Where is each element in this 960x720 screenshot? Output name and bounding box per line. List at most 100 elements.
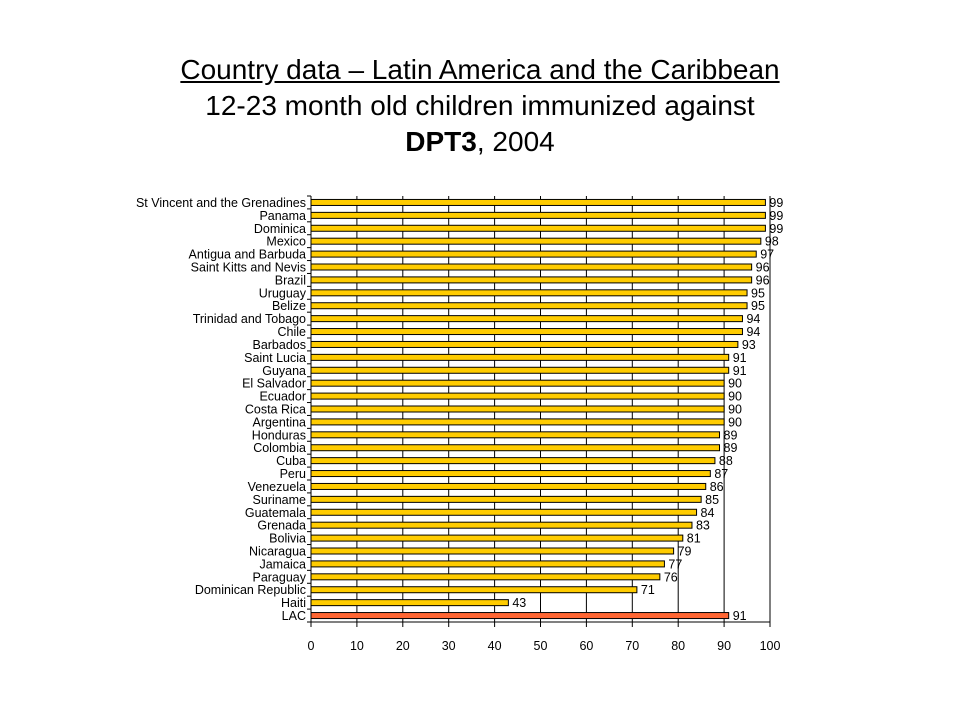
- title-line-2: 12-23 month old children immunized again…: [205, 90, 755, 121]
- category-label: Peru: [280, 467, 306, 481]
- category-label: Jamaica: [259, 557, 306, 571]
- x-tick-label: 0: [308, 639, 315, 653]
- category-label: El Salvador: [242, 377, 306, 391]
- bar: [310, 495, 702, 503]
- value-label: 95: [751, 286, 765, 300]
- value-label: 84: [701, 506, 715, 520]
- bar: [310, 315, 743, 323]
- value-label: 94: [746, 325, 760, 339]
- category-label: Cuba: [276, 454, 306, 468]
- bar: [310, 573, 661, 581]
- category-label: Grenada: [257, 519, 306, 533]
- value-label: 71: [641, 583, 655, 597]
- value-label: 76: [664, 570, 678, 584]
- bar: [310, 444, 721, 452]
- value-label: 91: [733, 609, 747, 623]
- title-year: , 2004: [476, 126, 555, 157]
- value-label: 90: [728, 415, 742, 429]
- value-label: 93: [742, 338, 756, 352]
- category-label: Venezuela: [248, 480, 306, 494]
- bar: [310, 198, 766, 206]
- title-line-1: Country data – Latin America and the Car…: [180, 54, 780, 85]
- value-label: 87: [714, 467, 728, 481]
- category-label: Dominican Republic: [195, 583, 306, 597]
- x-tick-label: 40: [488, 639, 502, 653]
- bar: [310, 289, 748, 297]
- category-label: Suriname: [253, 493, 307, 507]
- value-label: 99: [769, 196, 783, 210]
- x-tick-label: 70: [625, 639, 639, 653]
- category-label: Colombia: [253, 441, 306, 455]
- x-tick-label: 80: [671, 639, 685, 653]
- value-label: 95: [751, 299, 765, 313]
- category-label: Mexico: [266, 235, 306, 249]
- x-ticks: 0 10 20 30 40 50 60 70 80 90 100: [308, 622, 781, 653]
- category-label: Nicaragua: [249, 545, 306, 559]
- category-label: St Vincent and the Grenadines: [136, 196, 306, 210]
- category-label: Brazil: [275, 273, 306, 287]
- value-labels: 9999999897969695959494939191909090908989…: [512, 196, 783, 623]
- category-label: Dominica: [254, 222, 306, 236]
- bar: [310, 418, 725, 426]
- bars: [310, 198, 766, 620]
- bar: [310, 547, 675, 555]
- x-tick-label: 30: [442, 639, 456, 653]
- x-tick-label: 50: [534, 639, 548, 653]
- bar: [310, 263, 753, 271]
- category-label: Barbados: [252, 338, 306, 352]
- bar: [310, 560, 665, 568]
- bar: [310, 482, 707, 490]
- bar: [310, 328, 743, 336]
- category-label: Saint Lucia: [244, 351, 306, 365]
- category-labels: St Vincent and the GrenadinesPanamaDomin…: [136, 196, 307, 623]
- category-label: Trinidad and Tobago: [193, 312, 306, 326]
- value-label: 90: [728, 390, 742, 404]
- category-label: Uruguay: [259, 286, 307, 300]
- category-label: Guatemala: [245, 506, 306, 520]
- value-label: 90: [728, 403, 742, 417]
- bar: [310, 431, 721, 439]
- value-label: 86: [710, 480, 724, 494]
- bar: [310, 599, 509, 607]
- bar: [310, 276, 753, 284]
- category-label: Argentina: [252, 415, 306, 429]
- category-label: Costa Rica: [245, 403, 306, 417]
- value-label: 77: [668, 557, 682, 571]
- value-label: 79: [678, 545, 692, 559]
- bar: [310, 534, 684, 542]
- bar: [310, 340, 739, 348]
- bar: [310, 211, 766, 219]
- value-label: 99: [769, 209, 783, 223]
- chart-title: Country data – Latin America and the Car…: [0, 52, 960, 160]
- category-label: Ecuador: [259, 390, 306, 404]
- value-label: 89: [724, 428, 738, 442]
- bar: [310, 586, 638, 594]
- bar: [310, 379, 725, 387]
- title-vaccine-name: DPT3: [405, 126, 477, 157]
- value-label: 96: [756, 273, 770, 287]
- category-label: Antigua and Barbuda: [189, 248, 307, 262]
- value-label: 88: [719, 454, 733, 468]
- category-label: LAC: [282, 609, 306, 623]
- x-tick-label: 100: [760, 639, 781, 653]
- bar: [310, 521, 693, 529]
- value-label: 81: [687, 532, 701, 546]
- bar: [310, 353, 730, 361]
- value-label: 94: [746, 312, 760, 326]
- category-label: Bolivia: [269, 532, 306, 546]
- category-label: Haiti: [281, 596, 306, 610]
- bar: [310, 237, 762, 245]
- category-label: Saint Kitts and Nevis: [191, 261, 306, 275]
- bar: [310, 508, 698, 516]
- bar: [310, 392, 725, 400]
- category-label: Belize: [272, 299, 306, 313]
- value-label: 90: [728, 377, 742, 391]
- bar: [310, 250, 757, 258]
- bar: [310, 470, 711, 478]
- value-label: 97: [760, 248, 774, 262]
- value-label: 83: [696, 519, 710, 533]
- category-label: Guyana: [262, 364, 306, 378]
- x-tick-label: 60: [579, 639, 593, 653]
- bar: [310, 302, 748, 310]
